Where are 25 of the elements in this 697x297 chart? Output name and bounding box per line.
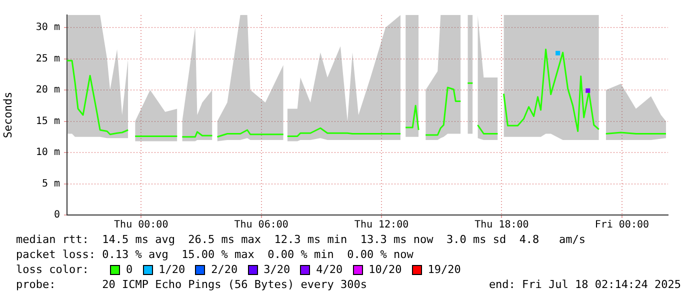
x-tick-label: Thu 06:00 xyxy=(234,220,288,231)
y-tick-label: 25 m xyxy=(36,53,60,64)
legend-label: 4/20 xyxy=(316,262,343,277)
text: median rtt: 14.5 ms avg 26.5 ms max 12.3 ms min 13.3 ms now 3.0 ms sd 4.8 am/s xyxy=(16,232,587,247)
x-tick-label: Thu 18:00 xyxy=(474,220,529,231)
y-tick-label: 0 xyxy=(54,210,60,221)
y-axis-title: Seconds xyxy=(1,92,14,138)
legend-label: 2/20 xyxy=(211,262,238,277)
y-tick-label: 15 m xyxy=(36,116,60,127)
y-tick-label: 10 m xyxy=(36,147,60,158)
legend-label: 19/20 xyxy=(428,262,461,277)
legend-label: 0 xyxy=(126,262,133,277)
y-tick-label: 20 m xyxy=(36,84,60,96)
legend-label: 10/20 xyxy=(368,262,402,277)
text: probe: 20 ICMP Echo Pings (56 Bytes) every 300s xyxy=(16,277,367,292)
legend-label: 1/20 xyxy=(158,262,186,277)
legend-label: 3/20 xyxy=(264,262,290,277)
x-tick-label: Thu 00:00 xyxy=(114,220,168,231)
y-tick-label: 5 m xyxy=(42,178,60,190)
legend-title: loss color: xyxy=(16,262,90,277)
x-tick-label: Thu 12:00 xyxy=(354,220,409,231)
text: packet loss: 0.13 % avg 15.00 % max 0.00 % min 0.00 % now xyxy=(16,247,414,262)
y-tick-label: 30 m xyxy=(36,22,60,34)
text: end: Fri Jul 18 02:14:24 2025 xyxy=(488,277,681,292)
x-tick-label: Fri 00:00 xyxy=(594,220,650,231)
